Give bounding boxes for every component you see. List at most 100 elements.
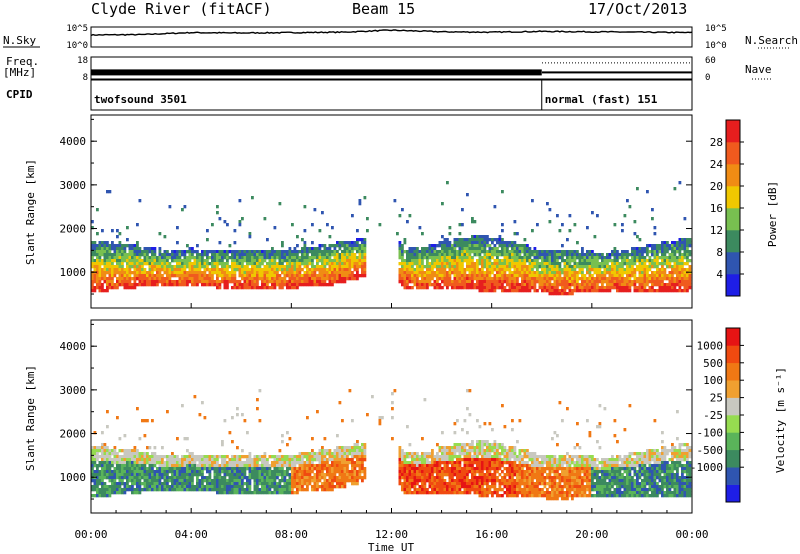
- heatmap-cell: [613, 280, 617, 284]
- heatmap-cell: [361, 446, 364, 450]
- heatmap-cell: [281, 283, 284, 287]
- heatmap-cell: [243, 476, 247, 480]
- heatmap-cell: [316, 479, 319, 483]
- heatmap-cell: [228, 476, 232, 480]
- heatmap-cell: [173, 476, 177, 480]
- heatmap-cell: [326, 467, 329, 471]
- heatmap-cell: [613, 286, 617, 290]
- heatmap-cell: [111, 485, 114, 489]
- heatmap-cell: [318, 256, 322, 260]
- heatmap-cell: [303, 205, 307, 209]
- heatmap-cell: [486, 244, 489, 248]
- heatmap-cell: [126, 274, 129, 278]
- heatmap-cell: [351, 446, 354, 450]
- heatmap-cell: [603, 256, 607, 260]
- heatmap-cell: [503, 256, 507, 260]
- heatmap-cell: [291, 286, 294, 290]
- heatmap-cell: [453, 259, 457, 263]
- heatmap-cell: [168, 205, 172, 209]
- heatmap-cell: [128, 464, 132, 468]
- heatmap-cell: [233, 250, 237, 254]
- heatmap-cell: [158, 250, 162, 254]
- heatmap-cell: [528, 271, 532, 275]
- heatmap-cell: [356, 274, 359, 278]
- heatmap-cell: [281, 491, 284, 495]
- heatmap-cell: [651, 271, 654, 275]
- heatmap-cell: [448, 250, 452, 254]
- heatmap-cell: [553, 253, 557, 257]
- heatmap-cell: [568, 289, 572, 293]
- heatmap-cell: [398, 262, 402, 266]
- heatmap-cell: [416, 250, 419, 254]
- heatmap-cell: [433, 470, 437, 474]
- heatmap-cell: [378, 419, 382, 423]
- heatmap-cell: [581, 262, 584, 266]
- heatmap-cell: [301, 473, 304, 477]
- heatmap-cell: [96, 464, 99, 468]
- heatmap-cell: [168, 256, 172, 260]
- heatmap-cell: [336, 274, 339, 278]
- heatmap-cell: [511, 262, 514, 266]
- heatmap-cell: [508, 256, 512, 260]
- heatmap-cell: [276, 491, 279, 495]
- heatmap-cell: [283, 268, 287, 272]
- heatmap-cell: [521, 283, 524, 287]
- heatmap-cell: [551, 265, 554, 269]
- heatmap-cell: [166, 485, 169, 489]
- heatmap-cell: [561, 256, 564, 260]
- heatmap-cell: [488, 247, 492, 251]
- heatmap-cell: [538, 283, 542, 287]
- heatmap-cell: [436, 286, 439, 290]
- heatmap-cell: [221, 256, 224, 260]
- heatmap-cell: [413, 470, 417, 474]
- heatmap-cell: [331, 464, 334, 468]
- heatmap-cell: [113, 253, 117, 257]
- heatmap-cell: [408, 476, 412, 480]
- heatmap-cell: [201, 274, 204, 278]
- heatmap-cell: [176, 271, 179, 275]
- heatmap-cell: [536, 280, 539, 284]
- heatmap-cell: [481, 277, 484, 281]
- heatmap-cell: [621, 286, 624, 290]
- heatmap-cell: [198, 413, 202, 417]
- heatmap-cell: [496, 265, 499, 269]
- heatmap-cell: [426, 461, 429, 465]
- heatmap-cell: [356, 265, 359, 269]
- heatmap-cell: [603, 286, 607, 290]
- heatmap-cell: [293, 476, 297, 480]
- heatmap-cell: [338, 274, 342, 278]
- heatmap-cell: [426, 458, 429, 462]
- heatmap-cell: [313, 283, 317, 287]
- heatmap-cell: [301, 464, 304, 468]
- heatmap-cell: [483, 256, 487, 260]
- heatmap-cell: [93, 488, 97, 492]
- heatmap-cell: [316, 452, 319, 456]
- heatmap-cell: [271, 277, 274, 281]
- heatmap-cell: [311, 241, 314, 245]
- heatmap-cell: [111, 470, 114, 474]
- heatmap-cell: [673, 244, 677, 248]
- heatmap-cell: [236, 476, 239, 480]
- heatmap-cell: [263, 479, 267, 483]
- heatmap-cell: [663, 283, 667, 287]
- heatmap-cell: [611, 277, 614, 281]
- heatmap-cell: [438, 464, 442, 468]
- heatmap-cell: [641, 265, 644, 269]
- heatmap-cell: [568, 262, 572, 266]
- heatmap-cell: [93, 277, 97, 281]
- heatmap-cell: [566, 259, 569, 263]
- heatmap-cell: [513, 277, 517, 281]
- heatmap-cell: [441, 250, 444, 254]
- heatmap-cell: [483, 283, 487, 287]
- heatmap-cell: [443, 461, 447, 465]
- heatmap-cell: [211, 482, 214, 486]
- heatmap-cell: [231, 286, 234, 290]
- heatmap-cell: [123, 458, 127, 462]
- heatmap-cell: [268, 268, 272, 272]
- heatmap-cell: [358, 253, 362, 257]
- heatmap-cell: [536, 265, 539, 269]
- heatmap-cell: [176, 473, 179, 477]
- heatmap-cell: [116, 262, 119, 266]
- heatmap-cell: [131, 464, 134, 468]
